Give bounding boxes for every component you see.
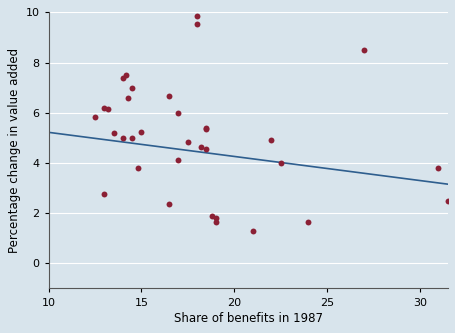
Point: [193, 13, 200, 19]
Y-axis label: Percentage change in value added: Percentage change in value added: [8, 48, 21, 253]
Point: [104, 106, 111, 112]
Point: [119, 75, 126, 80]
Point: [443, 198, 450, 203]
Point: [267, 138, 274, 143]
Point: [276, 160, 283, 166]
Point: [212, 219, 219, 225]
Point: [202, 127, 209, 132]
Point: [122, 73, 130, 78]
Point: [174, 110, 182, 116]
Point: [134, 165, 141, 170]
X-axis label: Share of benefits in 1987: Share of benefits in 1987: [173, 312, 322, 325]
Point: [101, 105, 108, 111]
Point: [202, 147, 209, 152]
Point: [360, 47, 367, 53]
Point: [110, 130, 117, 136]
Point: [137, 129, 145, 134]
Point: [434, 165, 441, 170]
Point: [128, 85, 136, 90]
Point: [248, 228, 256, 233]
Point: [184, 139, 191, 144]
Point: [202, 125, 209, 131]
Point: [124, 95, 131, 100]
Point: [208, 213, 215, 218]
Point: [128, 135, 136, 141]
Point: [174, 158, 182, 163]
Point: [119, 135, 126, 141]
Point: [212, 215, 219, 221]
Point: [101, 192, 108, 197]
Point: [197, 144, 204, 149]
Point: [91, 114, 98, 119]
Point: [165, 94, 172, 99]
Point: [165, 202, 172, 207]
Point: [193, 21, 200, 26]
Point: [304, 219, 311, 225]
